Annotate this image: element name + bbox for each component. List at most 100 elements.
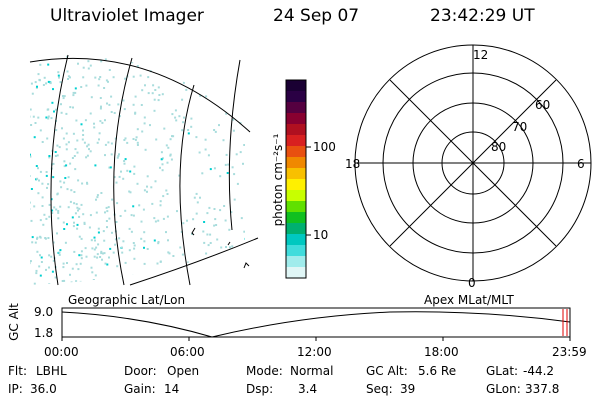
emission-pixel — [222, 139, 225, 142]
emission-pixel — [71, 267, 74, 270]
emission-pixel — [35, 269, 38, 272]
emission-pixel — [30, 155, 32, 158]
emission-pixel — [80, 123, 83, 126]
emission-pixel — [96, 256, 99, 259]
emission-pixel — [60, 186, 63, 189]
emission-pixel — [78, 207, 81, 210]
emission-pixel — [56, 144, 59, 147]
emission-pixel — [37, 116, 40, 119]
emission-pixel — [107, 141, 110, 144]
emission-pixel — [69, 162, 72, 165]
emission-pixel — [41, 141, 44, 143]
emission-pixel — [47, 115, 50, 118]
emission-pixel — [104, 154, 106, 157]
emission-pixel — [151, 202, 154, 205]
emission-pixel — [193, 196, 196, 199]
emission-pixel — [53, 110, 55, 113]
emission-pixel — [30, 124, 33, 126]
info-filter-value: LBHL — [36, 364, 67, 378]
info-seq-value: 39 — [400, 382, 416, 396]
emission-pixel — [93, 255, 96, 258]
emission-pixel — [39, 274, 42, 277]
emission-pixel — [178, 115, 181, 118]
emission-pixel — [31, 92, 34, 95]
emission-pixel — [63, 228, 66, 230]
emission-pixel — [99, 107, 102, 110]
emission-pixel — [108, 256, 110, 259]
emission-pixel — [171, 135, 173, 138]
emission-pixel — [182, 81, 185, 84]
emission-pixel — [31, 241, 34, 244]
emission-pixel — [30, 175, 31, 177]
emission-pixel — [45, 268, 47, 271]
emission-pixel — [123, 162, 126, 165]
emission-pixel — [34, 122, 37, 124]
emission-pixel — [88, 148, 90, 151]
emission-pixel — [103, 239, 106, 242]
emission-pixel — [157, 99, 160, 102]
emission-pixel — [87, 67, 90, 70]
info-filter-label: Flt: — [8, 364, 27, 378]
emission-pixel — [75, 203, 78, 206]
info-dsp-label: Dsp: — [246, 382, 274, 396]
emission-pixel — [44, 237, 47, 240]
emission-pixel — [206, 212, 209, 215]
colorbar-band — [286, 223, 306, 235]
emission-pixel — [48, 155, 51, 157]
emission-pixel — [126, 141, 129, 144]
longitude-line — [50, 54, 69, 286]
emission-pixel — [141, 89, 144, 92]
emission-pixel — [94, 164, 97, 167]
emission-pixel — [165, 144, 168, 147]
emission-pixel — [110, 153, 113, 156]
emission-pixel — [199, 94, 202, 97]
emission-pixel — [52, 88, 54, 91]
emission-pixel — [170, 158, 173, 161]
emission-pixel — [52, 162, 55, 165]
emission-pixel — [60, 103, 62, 106]
emission-pixel — [181, 253, 184, 256]
mlt-label-6: 6 — [577, 157, 585, 171]
emission-pixel — [37, 73, 40, 76]
emission-pixel — [156, 262, 159, 265]
emission-pixel — [167, 146, 170, 149]
emission-pixel — [88, 226, 91, 229]
emission-pixel — [40, 256, 43, 259]
emission-pixel — [33, 136, 36, 139]
emission-pixel — [97, 84, 100, 87]
gc-alt-xtick: 23:59 — [552, 345, 587, 359]
gc-alt-ytick: 1.8 — [34, 326, 54, 340]
emission-pixel — [74, 87, 77, 90]
colorbar-band — [286, 102, 306, 114]
emission-pixel — [204, 138, 207, 141]
gc-alt-ytick: 9.0 — [34, 305, 54, 319]
emission-pixel — [39, 129, 42, 132]
emission-pixel — [128, 227, 131, 230]
emission-pixel — [140, 237, 143, 240]
emission-pixel — [30, 153, 31, 156]
emission-pixel — [151, 92, 154, 95]
longitude-line — [228, 59, 241, 231]
mlt-label-12: 12 — [473, 48, 489, 62]
emission-pixel — [119, 215, 122, 217]
emission-pixel — [86, 181, 88, 184]
emission-pixel — [104, 143, 107, 146]
emission-pixel — [219, 175, 222, 178]
info-gain-value: 14 — [164, 382, 180, 396]
emission-pixel — [100, 250, 103, 253]
emission-pixel — [56, 154, 59, 157]
emission-pixel — [52, 241, 55, 244]
emission-pixel — [207, 244, 210, 247]
emission-pixel — [93, 122, 95, 125]
emission-pixel — [150, 186, 153, 189]
emission-pixel — [112, 251, 115, 254]
emission-pixel — [35, 86, 38, 89]
emission-pixel — [94, 76, 97, 79]
emission-pixel — [73, 191, 76, 193]
emission-pixel — [54, 108, 57, 111]
emission-pixel — [65, 143, 68, 146]
emission-pixel — [132, 242, 135, 244]
emission-pixel — [183, 116, 185, 119]
emission-pixel — [128, 190, 131, 193]
emission-pixel — [161, 163, 164, 166]
